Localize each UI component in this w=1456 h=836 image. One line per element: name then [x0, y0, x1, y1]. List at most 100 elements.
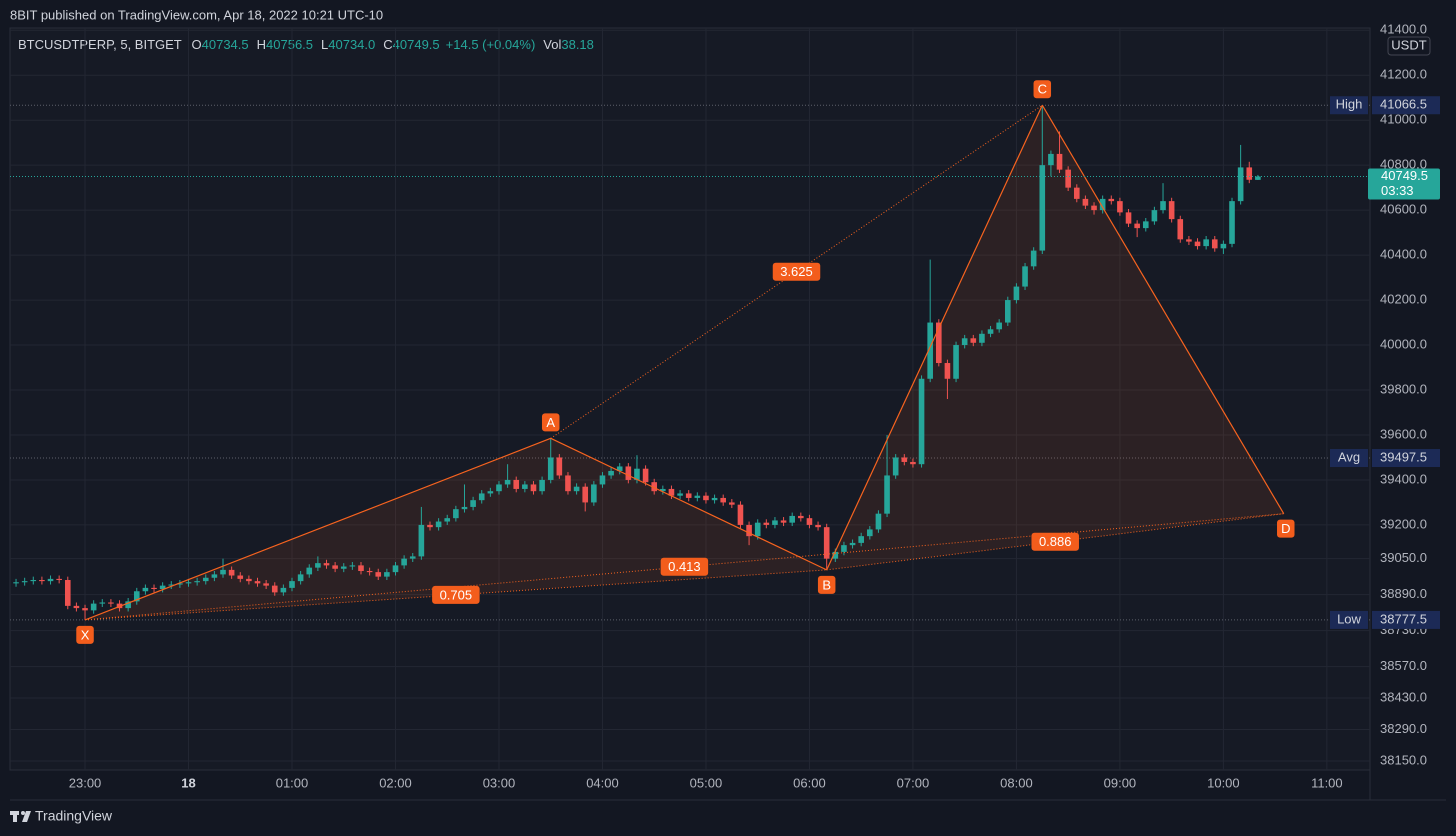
level-name-box	[1330, 449, 1368, 468]
candle-body	[573, 486, 580, 492]
candle-body	[185, 582, 192, 584]
candle-body	[90, 603, 97, 611]
currency-box	[1387, 36, 1431, 56]
level-name: High	[1336, 97, 1363, 112]
candle-body	[13, 582, 19, 584]
candle-body	[56, 578, 62, 581]
candle-body	[582, 486, 589, 503]
ratio-line	[84, 513, 1284, 621]
candle-body	[720, 497, 727, 503]
candle-body	[694, 495, 701, 498]
logo-part	[21, 811, 25, 815]
y-tick-label: 38430.0	[1380, 689, 1427, 704]
candle-body	[522, 484, 528, 489]
ratio-label-box	[660, 557, 709, 576]
level-value-box	[1372, 449, 1440, 468]
footer-brand: TradingView	[35, 808, 113, 824]
x-tick-label: 09:00	[1104, 775, 1137, 790]
candle-body	[815, 524, 821, 528]
level-name-box	[1330, 96, 1368, 115]
candle-body	[832, 551, 839, 559]
candle-body	[625, 466, 632, 480]
y-tick-label: 38890.0	[1380, 586, 1427, 601]
y-tick-label: 39050.0	[1380, 550, 1427, 565]
candle-body	[789, 515, 795, 523]
candle-body	[849, 542, 856, 546]
pattern-area	[85, 438, 827, 620]
candle-body	[763, 522, 770, 525]
candle-body	[1099, 198, 1106, 211]
candle-body	[841, 545, 847, 552]
ratio-label-box	[1031, 532, 1079, 551]
candle-body	[823, 527, 830, 559]
x-tick-label: 18	[181, 775, 195, 790]
candle-body	[64, 580, 71, 606]
candle-body	[754, 522, 761, 537]
ratio-line	[84, 569, 827, 621]
candle-body	[608, 470, 614, 476]
candle-body	[1048, 153, 1054, 166]
candle-body	[858, 536, 864, 543]
candle-body	[401, 558, 407, 566]
candle-body	[332, 565, 338, 569]
candle-body	[82, 608, 88, 611]
x-tick-label: 23:00	[69, 775, 102, 790]
candle-body	[280, 587, 287, 593]
pattern-leg	[84, 437, 551, 621]
x-tick-label: 04:00	[586, 775, 619, 790]
candle-body	[73, 605, 80, 609]
candle-body	[297, 574, 304, 582]
candle-body	[1246, 167, 1253, 180]
candle-body	[927, 322, 933, 379]
candle-body	[159, 585, 166, 589]
point-label: D	[1281, 521, 1290, 536]
candle-body	[504, 479, 511, 485]
candle-body	[616, 466, 623, 471]
candle-body	[970, 338, 977, 343]
candle-body	[263, 583, 269, 586]
candle-body	[39, 580, 45, 582]
candle-body	[1186, 239, 1192, 242]
point-label-box	[76, 625, 94, 644]
candle-body	[99, 602, 106, 604]
logo-part	[22, 811, 31, 822]
candle-body	[1117, 201, 1123, 213]
y-tick-label: 40200.0	[1380, 292, 1427, 307]
candle-body	[642, 468, 649, 483]
symbol-legend: BTCUSDTPERP, 5, BITGET O40734.5 H40756.5 L4…	[18, 37, 594, 52]
plot-area	[9, 27, 1371, 771]
y-tick-label: 41200.0	[1380, 67, 1427, 82]
point-label: B	[822, 577, 831, 592]
candle-body	[271, 585, 278, 593]
point-label: C	[1038, 82, 1047, 97]
x-tick-label: 02:00	[379, 775, 412, 790]
y-tick-label: 38570.0	[1380, 658, 1427, 673]
candle-body	[1194, 241, 1201, 247]
candle-body	[987, 329, 994, 334]
y-tick-label: 38290.0	[1380, 721, 1427, 736]
level-name-box	[1330, 610, 1368, 629]
ratio-label: 0.886	[1039, 534, 1072, 549]
candle-body	[151, 587, 157, 589]
legend-key: H	[257, 37, 266, 52]
level-name: Avg	[1338, 449, 1360, 464]
candle-body	[979, 333, 985, 343]
y-tick-label: 40400.0	[1380, 247, 1427, 262]
point-label: A	[546, 415, 555, 430]
legend-key: O	[192, 37, 202, 52]
last-price-box	[1368, 168, 1440, 200]
candle-body	[651, 482, 658, 492]
candle-body	[358, 565, 364, 572]
candle-body	[409, 556, 416, 559]
candle-body	[1073, 187, 1080, 199]
candle-body	[211, 574, 218, 578]
legend-value: 40756.5	[266, 37, 313, 52]
candle-body	[703, 495, 709, 501]
symbol: BTCUSDTPERP, 5, BITGET	[18, 37, 182, 52]
candle-body	[1013, 286, 1020, 301]
candle-body	[461, 506, 468, 510]
candle-body	[1056, 153, 1063, 170]
volume-key: Vol	[543, 37, 561, 52]
point-label-box	[817, 575, 836, 594]
candle-body	[487, 491, 494, 494]
